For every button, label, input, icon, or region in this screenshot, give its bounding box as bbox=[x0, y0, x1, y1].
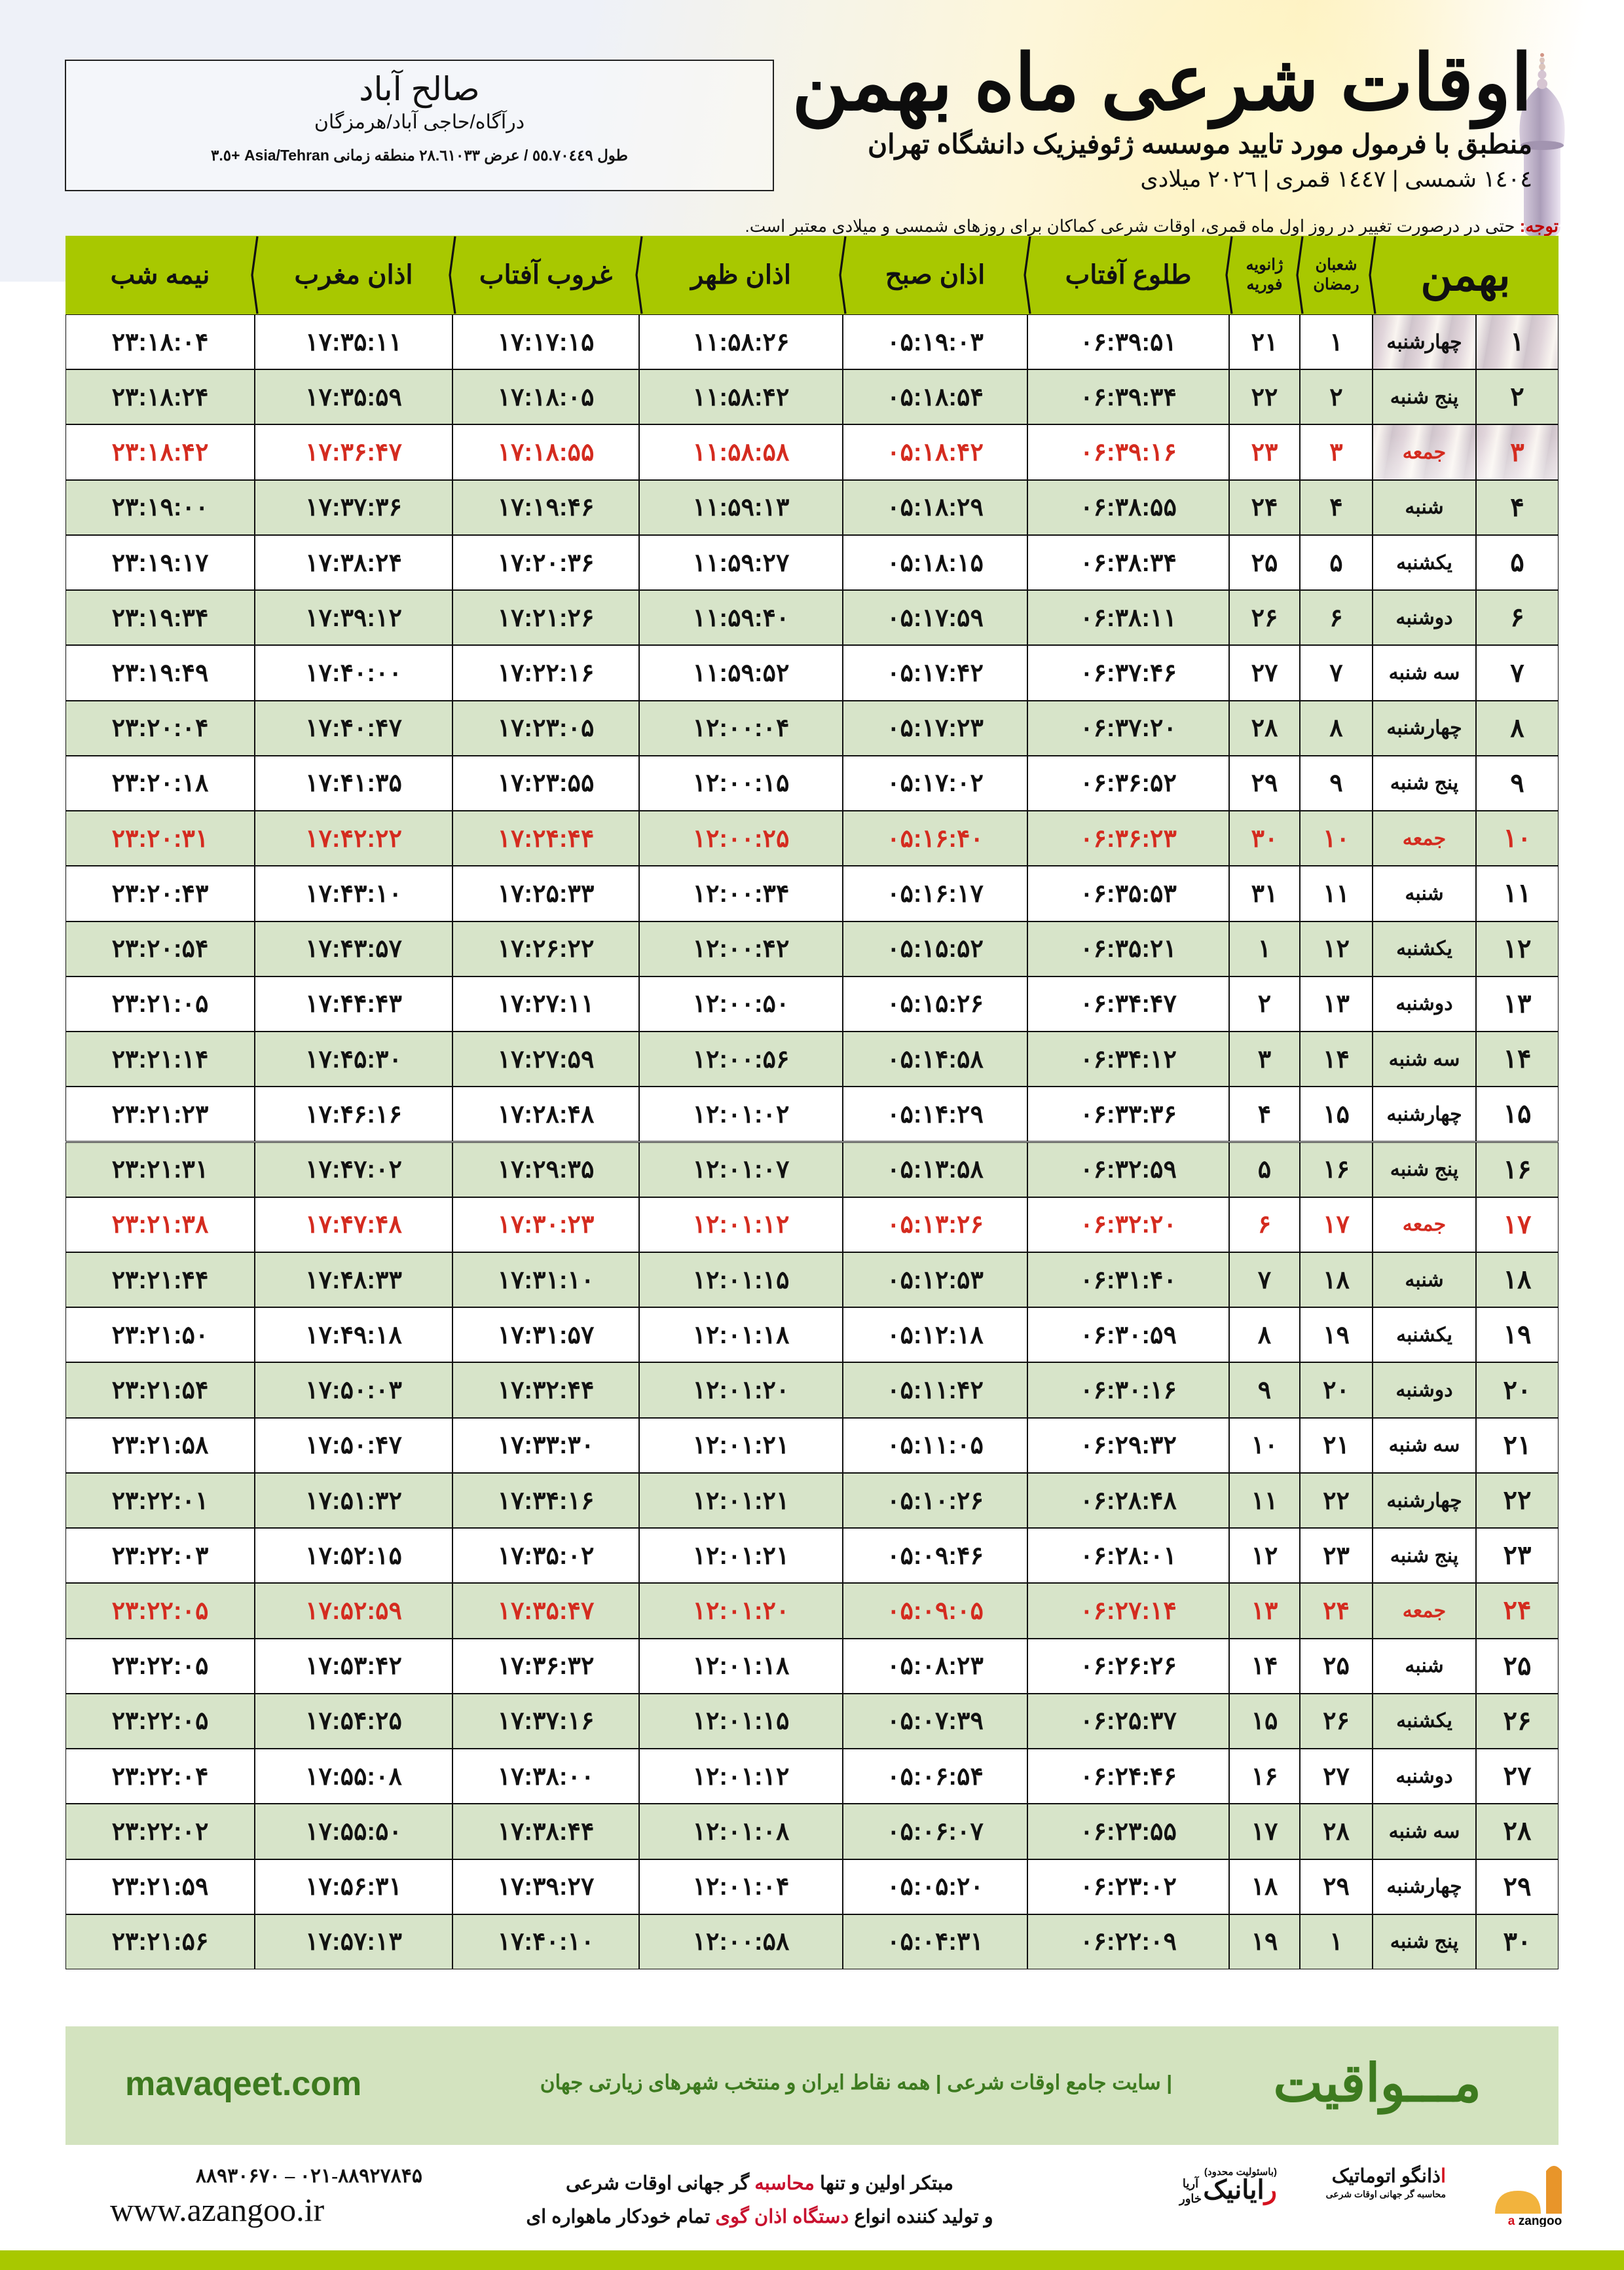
svg-text:a: a bbox=[1508, 2214, 1515, 2227]
svg-text:zangoo: zangoo bbox=[1519, 2214, 1562, 2227]
